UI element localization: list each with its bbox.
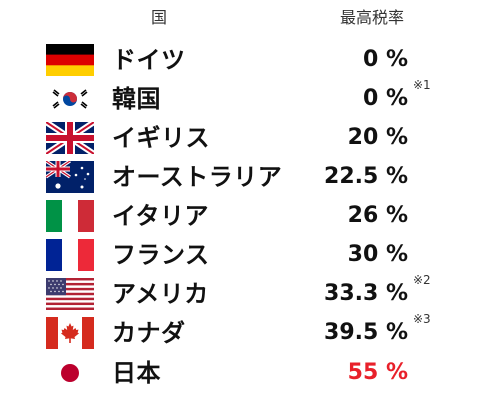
footnote-mark: ※2 (413, 273, 431, 287)
country-name: イギリス (112, 124, 210, 152)
max-rate: 0 % (362, 47, 408, 72)
table-row: イタリア 26 % (0, 197, 483, 235)
country-name: アメリカ (112, 280, 209, 308)
table-row: オーストラリア 22.5 % (0, 158, 483, 196)
column-header-country: 国 (151, 8, 168, 27)
canada-flag-icon (46, 317, 94, 349)
max-rate: 39.5 % (324, 320, 408, 345)
country-name: 日本 (112, 359, 161, 387)
country-name: オーストラリア (112, 163, 283, 191)
usa-flag-icon (46, 278, 94, 310)
max-rate: 33.3 % (324, 281, 408, 306)
footnote-mark: ※1 (413, 78, 431, 92)
japan-flag-icon (46, 357, 94, 389)
table-row: フランス 30 % (0, 236, 483, 274)
country-name: イタリア (112, 202, 210, 230)
france-flag-icon (46, 239, 94, 271)
country-name: 韓国 (112, 85, 161, 113)
column-header-max-rate: 最高税率 (340, 8, 405, 27)
max-rate: 22.5 % (324, 164, 408, 189)
country-name: フランス (112, 241, 210, 269)
country-name: カナダ (112, 319, 186, 347)
table-row: ドイツ 0 % (0, 41, 483, 79)
table-row: アメリカ 33.3 % ※2 (0, 273, 483, 313)
max-rate: 0 % (362, 86, 408, 111)
australia-flag-icon (46, 161, 94, 193)
table-row: 日本 55 % (0, 354, 483, 392)
footnote-mark: ※3 (413, 312, 431, 326)
max-rate: 20 % (347, 125, 408, 150)
max-rate: 30 % (347, 242, 408, 267)
max-rate-highlighted: 55 % (347, 360, 408, 385)
germany-flag-icon (46, 44, 94, 76)
table-row: イギリス 20 % (0, 119, 483, 157)
uk-flag-icon (46, 122, 94, 154)
table-row: 韓国 0 % ※1 (0, 78, 483, 118)
table-row: カナダ 39.5 % ※3 (0, 312, 483, 352)
south-korea-flag-icon (46, 83, 94, 115)
max-rate: 26 % (347, 203, 408, 228)
italy-flag-icon (46, 200, 94, 232)
country-name: ドイツ (112, 46, 186, 74)
